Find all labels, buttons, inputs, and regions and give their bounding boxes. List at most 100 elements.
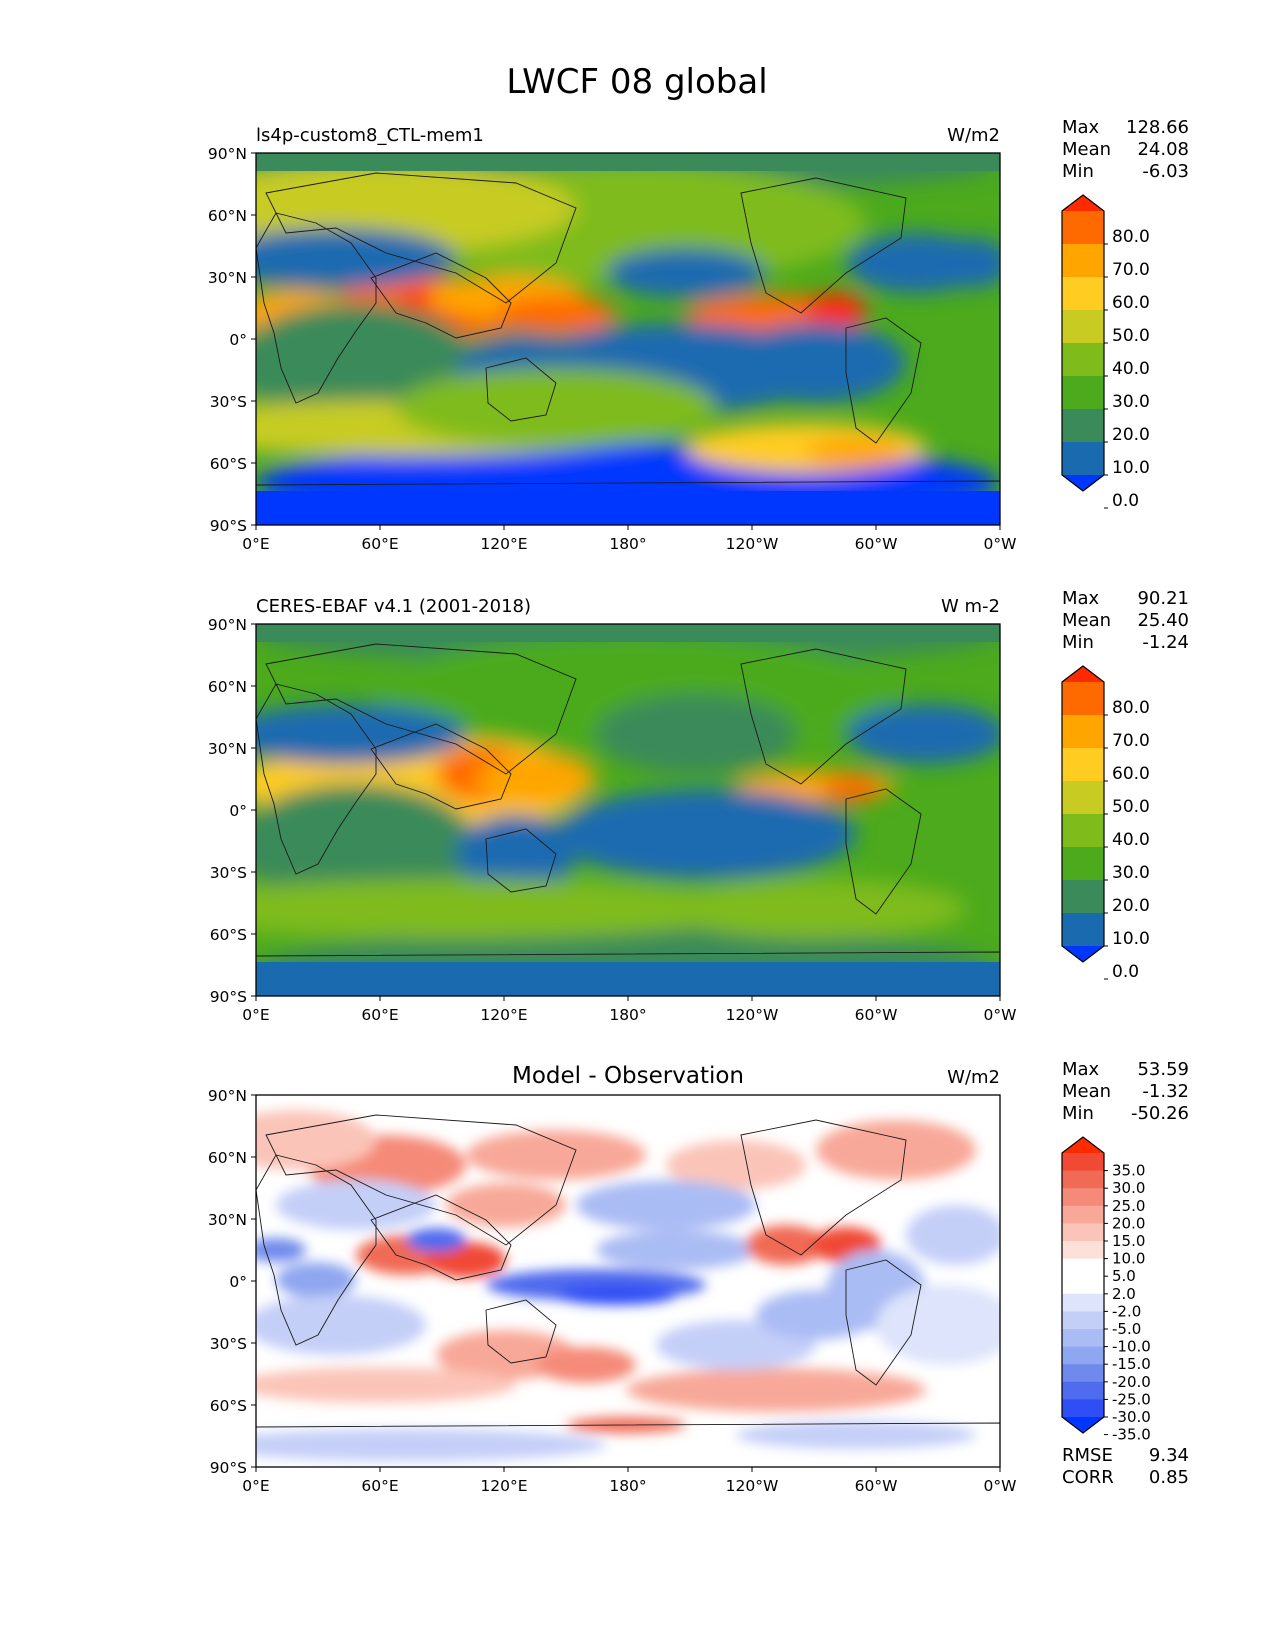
colorbar-segment <box>1062 1364 1104 1383</box>
coastline <box>845 788 922 915</box>
lon-tick-label: 60°W <box>855 535 898 553</box>
panel-title: ls4p-custom8_CTL-mem1 <box>256 125 484 146</box>
lat-tick-label: 90°N <box>208 145 247 163</box>
colorbar-tick-label: -20.0 <box>1112 1373 1151 1391</box>
coastline <box>265 643 577 775</box>
colorbar: 80.0 70.0 60.0 50.0 40.0 30.0 20.0 10.0 0.0 <box>1061 194 1150 511</box>
lat-tick-label: 90°N <box>208 616 247 634</box>
stat-value: 128.66 <box>1126 117 1189 138</box>
colorbar-tick-label: 2.0 <box>1112 1285 1136 1303</box>
colorbar-tick-label: -15.0 <box>1112 1355 1151 1373</box>
coastline <box>265 172 577 304</box>
colorbar-segment <box>1062 1188 1104 1207</box>
colorbar-segment <box>1062 1399 1104 1418</box>
colorbar-segment <box>1062 1205 1104 1224</box>
colorbar-tick-label: 70.0 <box>1112 260 1150 280</box>
colorbar-tick-label: 80.0 <box>1112 227 1150 247</box>
lon-tick-label: 0°W <box>984 1477 1017 1495</box>
colorbar-segment <box>1062 277 1104 311</box>
lat-tick-label: 60°N <box>208 678 247 696</box>
lat-tick-label: 30°N <box>208 269 247 287</box>
lon-tick-label: 0°W <box>984 535 1017 553</box>
colorbar-segment <box>1062 880 1104 914</box>
coastline <box>256 480 1000 525</box>
lat-tick-label: 90°S <box>210 517 247 535</box>
lon-tick-label: 0°W <box>984 1006 1017 1024</box>
colorbar-tick-label: -35.0 <box>1112 1426 1151 1444</box>
colorbar-segment <box>1062 1346 1104 1365</box>
colorbar-tick-label: 60.0 <box>1112 764 1150 784</box>
colorbar-arrow-bottom <box>1062 475 1104 491</box>
colorbar-tick-label: 10.0 <box>1112 929 1150 949</box>
stat-value: -1.32 <box>1142 1081 1189 1102</box>
coastline <box>740 1119 907 1256</box>
lon-tick-label: 0°E <box>242 535 269 553</box>
colorbar-tick-label: 0.0 <box>1112 491 1139 511</box>
colorbar-tick-label: 20.0 <box>1112 1214 1145 1232</box>
lat-tick-label: 60°S <box>210 455 247 473</box>
lat-tick-label: 60°N <box>208 207 247 225</box>
lat-tick-label: 60°S <box>210 926 247 944</box>
coastline <box>256 1422 1000 1467</box>
colorbar-tick-label: -30.0 <box>1112 1408 1151 1426</box>
footer-stat-label: CORR <box>1062 1467 1114 1488</box>
colorbar-tick-label: 10.0 <box>1112 1250 1145 1268</box>
colorbar-tick-label: 20.0 <box>1112 896 1150 916</box>
coastline <box>740 648 907 785</box>
colorbar-segment <box>1062 814 1104 848</box>
map-panel-2: CERES-EBAF v4.1 (2001-2018) W m-2 Max 90.21… <box>208 588 1189 1024</box>
stat-value: 53.59 <box>1137 1059 1189 1080</box>
colorbar-tick-label: 30.0 <box>1112 392 1150 412</box>
colorbar-tick-label: -5.0 <box>1112 1320 1141 1338</box>
colorbar-segment <box>1062 1241 1104 1260</box>
coastline <box>485 1299 557 1364</box>
panel-center-title: Model - Observation <box>512 1063 744 1089</box>
map-field <box>256 1095 1000 1467</box>
colorbar-segment <box>1062 847 1104 881</box>
map-field <box>256 624 1000 996</box>
colorbar-segment <box>1062 1223 1104 1242</box>
lon-tick-label: 60°E <box>361 1477 398 1495</box>
lon-tick-label: 180° <box>609 1006 646 1024</box>
lon-tick-label: 120°E <box>480 535 527 553</box>
colorbar-tick-label: -25.0 <box>1112 1390 1151 1408</box>
colorbar-segment <box>1062 1329 1104 1348</box>
colorbar-arrow-bottom <box>1062 1417 1104 1433</box>
panel-units: W/m2 <box>947 125 1000 146</box>
coastline <box>845 1259 922 1386</box>
colorbar-segment <box>1062 1293 1104 1312</box>
stat-label: Max <box>1062 1059 1100 1080</box>
colorbar-tick-label: 50.0 <box>1112 797 1150 817</box>
coastline <box>370 252 512 339</box>
colorbar-arrow-bottom <box>1062 946 1104 962</box>
map-panel-3: Model - Observation W/m2 Max 53.59 Mean -1.32… <box>208 1059 1189 1495</box>
colorbar-tick-label: 30.0 <box>1112 863 1150 883</box>
coastline <box>370 1194 512 1281</box>
coastline <box>370 723 512 810</box>
lat-tick-label: 0° <box>229 1273 247 1291</box>
lon-tick-label: 120°W <box>726 1006 779 1024</box>
colorbar-segment <box>1062 781 1104 815</box>
colorbar-tick-label: 25.0 <box>1112 1197 1145 1215</box>
colorbar-arrow-top <box>1062 666 1104 682</box>
map-field <box>256 153 1000 525</box>
colorbar-segment <box>1062 409 1104 443</box>
stat-value: 90.21 <box>1137 588 1189 609</box>
coastline <box>740 177 907 314</box>
lon-tick-label: 120°W <box>726 1477 779 1495</box>
colorbar-segment <box>1062 1311 1104 1330</box>
colorbar-segment <box>1062 1170 1104 1189</box>
lon-tick-label: 0°E <box>242 1477 269 1495</box>
coastline <box>256 212 377 404</box>
colorbar-segment <box>1062 1258 1104 1277</box>
lon-tick-label: 180° <box>609 1477 646 1495</box>
colorbar-arrow-top <box>1062 195 1104 211</box>
colorbar-tick-label: 20.0 <box>1112 425 1150 445</box>
colorbar-segment <box>1062 913 1104 947</box>
lon-tick-label: 120°E <box>480 1477 527 1495</box>
colorbar-segment <box>1062 211 1104 245</box>
colorbar-segment <box>1062 244 1104 278</box>
lat-tick-label: 60°S <box>210 1397 247 1415</box>
colorbar-tick-label: 35.0 <box>1112 1162 1145 1180</box>
